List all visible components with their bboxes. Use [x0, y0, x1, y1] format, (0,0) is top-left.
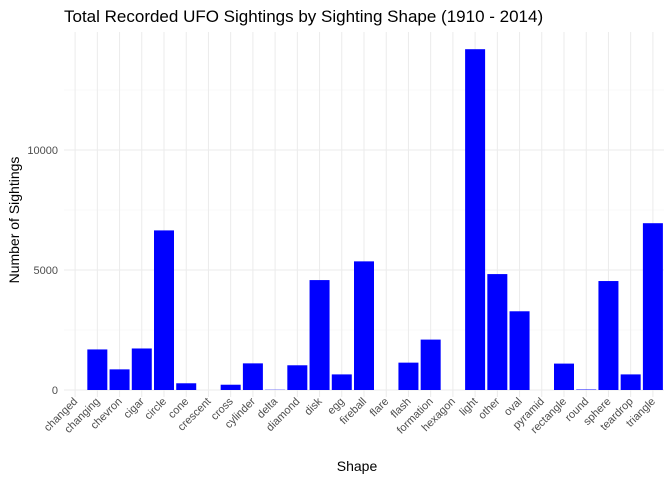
x-tick-label: other	[476, 395, 502, 421]
bar-teardrop	[620, 374, 641, 390]
bar-sphere	[598, 281, 619, 390]
bar-cross	[220, 384, 241, 390]
bar-oval	[509, 311, 530, 390]
x-tick-labels: changedchangingchevroncigarcircleconecre…	[42, 395, 658, 437]
y-axis-title: Number of Sightings	[6, 157, 22, 284]
y-tick-labels: 0 5000 10000	[27, 145, 58, 397]
bar-fireball	[354, 261, 374, 390]
bar-triangle	[642, 223, 663, 390]
bar-diamond	[287, 365, 308, 390]
y-tick-label: 5000	[34, 265, 58, 277]
x-tick-label: cigar	[122, 395, 148, 421]
bar-other	[487, 274, 508, 390]
y-tick-label: 0	[52, 385, 58, 397]
bar-rectangle	[554, 363, 574, 390]
bar-chevron	[109, 369, 130, 390]
bar-cone	[176, 383, 197, 390]
bar-changing	[87, 349, 108, 390]
x-tick-label: disk	[302, 395, 325, 418]
bar-disk	[309, 280, 330, 390]
chart-title: Total Recorded UFO Sightings by Sighting…	[64, 7, 543, 26]
bar-egg	[331, 374, 352, 390]
bar-formation	[420, 339, 441, 390]
bar-flash	[398, 362, 419, 390]
x-axis-title: Shape	[337, 458, 378, 474]
bar-circle	[154, 230, 174, 390]
bar-cigar	[131, 348, 152, 390]
x-tick-label: flare	[368, 396, 392, 420]
y-tick-label: 10000	[27, 145, 58, 157]
bar-light	[465, 49, 486, 390]
bar-cylinder	[242, 363, 263, 390]
bars	[87, 49, 663, 390]
x-tick-label: circle	[142, 396, 169, 423]
